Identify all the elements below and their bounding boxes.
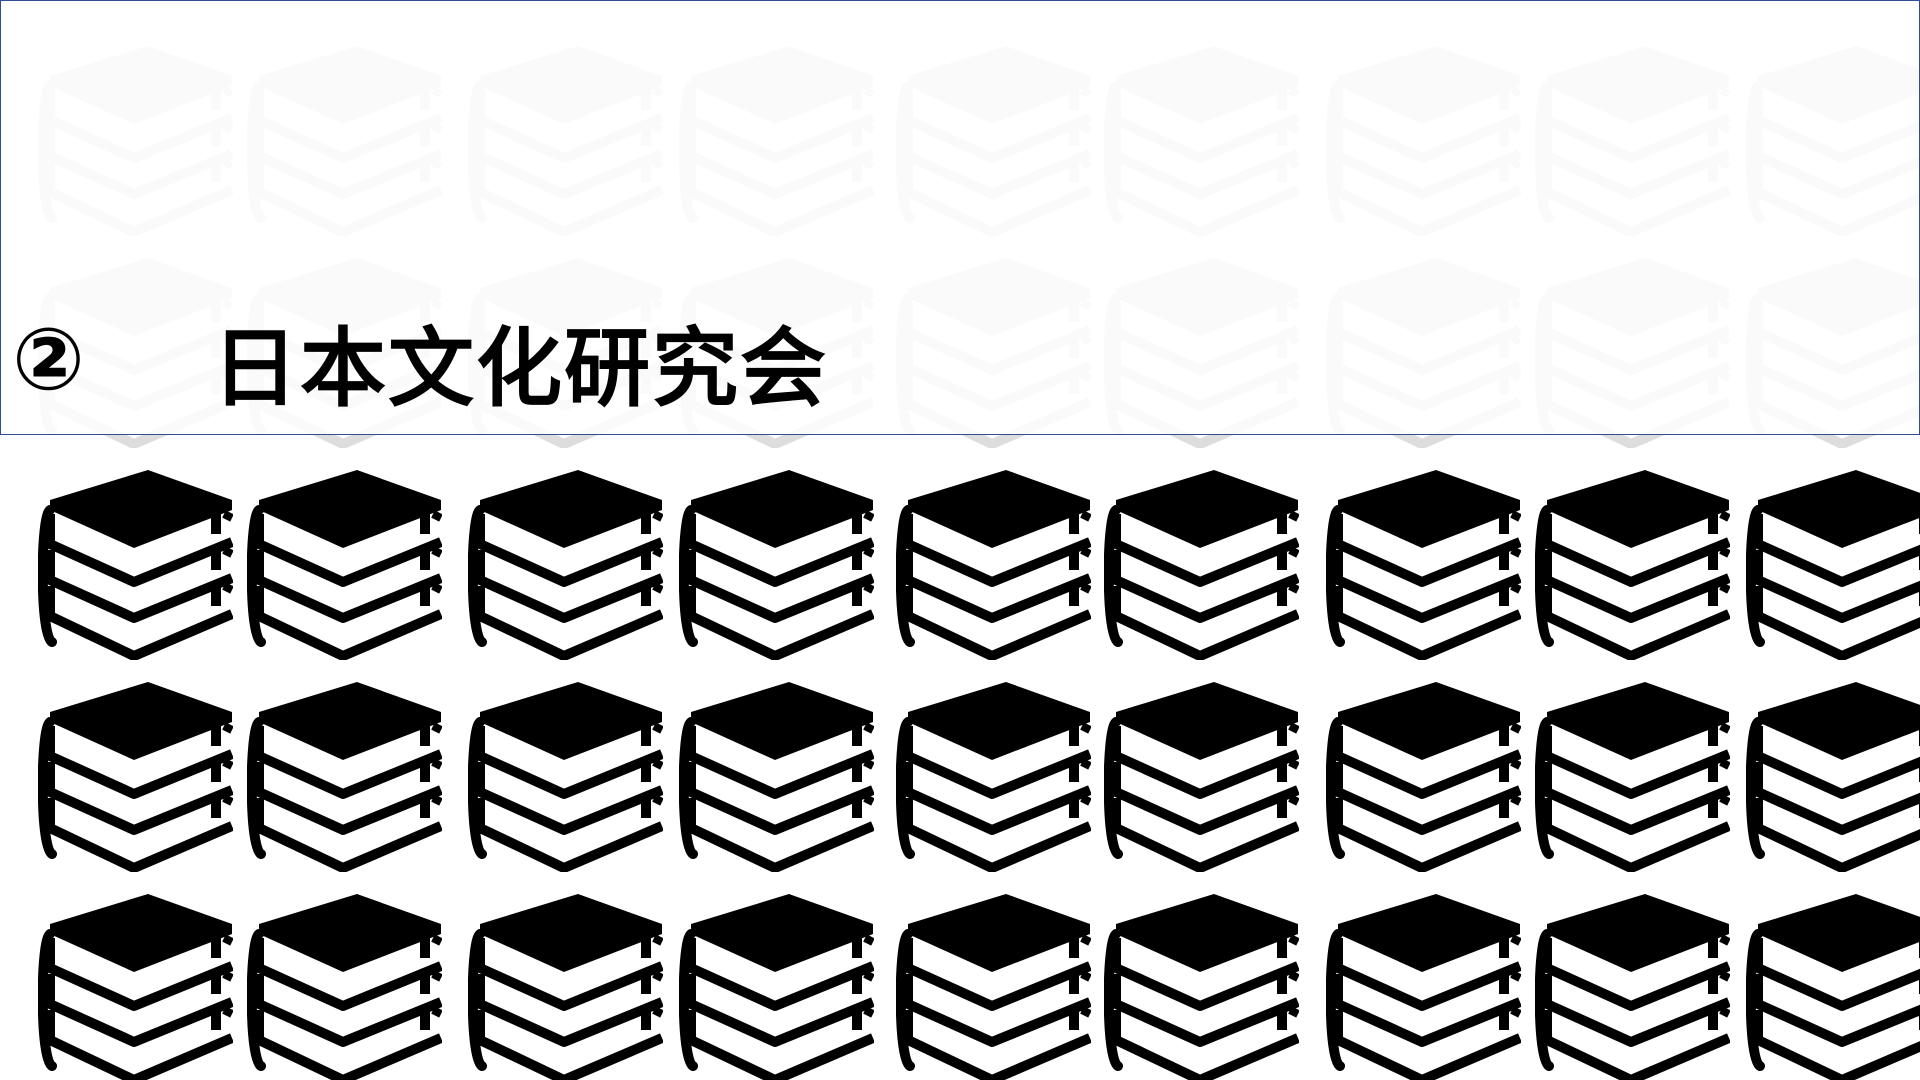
books-stack-icon <box>1331 682 1520 868</box>
title-header-box <box>0 0 1920 435</box>
books-stack-icon <box>43 682 232 868</box>
books-stack-icon <box>1109 894 1298 1080</box>
books-stack-icon <box>473 894 662 1080</box>
books-stack-icon <box>252 894 441 1080</box>
books-stack-icon <box>473 470 662 656</box>
books-stack-icon <box>252 470 441 656</box>
books-stack-icon <box>1540 470 1729 656</box>
books-stack-icon <box>684 682 873 868</box>
books-stack-icon <box>684 470 873 656</box>
books-stack-icon <box>901 894 1090 1080</box>
books-stack-icon <box>1331 470 1520 656</box>
books-stack-icon <box>684 894 873 1080</box>
books-stack-icon <box>1109 470 1298 656</box>
books-stack-icon <box>1751 894 1920 1080</box>
slide-title: ② 日本文化研究会 <box>12 305 828 419</box>
books-stack-icon <box>901 682 1090 868</box>
books-stack-icon <box>252 682 441 868</box>
books-stack-icon <box>1109 682 1298 868</box>
books-stack-icon <box>473 682 662 868</box>
books-stack-icon <box>1751 470 1920 656</box>
books-stack-icon <box>1540 894 1729 1080</box>
books-stack-icon <box>901 470 1090 656</box>
slide-number-label: ② <box>12 310 87 410</box>
books-stack-icon <box>1540 682 1729 868</box>
books-stack-icon <box>1751 682 1920 868</box>
slide-title-text: 日本文化研究会 <box>212 318 828 419</box>
books-stack-icon <box>43 894 232 1080</box>
books-stack-icon <box>1331 894 1520 1080</box>
books-stack-icon <box>43 470 232 656</box>
